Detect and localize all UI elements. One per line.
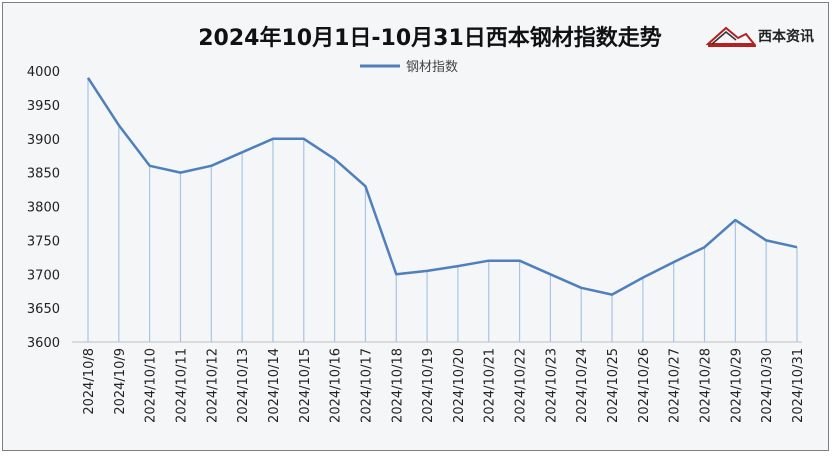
x-tick-label: 2024/10/14: [267, 348, 282, 423]
chart-frame: [2, 2, 829, 451]
xiben-logo: 西本资讯: [705, 22, 816, 50]
x-tick-label: 2024/10/10: [144, 348, 159, 423]
x-tick-label: 2024/10/21: [483, 348, 498, 423]
x-tick-label: 2024/10/18: [390, 348, 405, 423]
series-line-steel-index: [86, 77, 798, 296]
x-tick-label: 2024/10/12: [205, 348, 220, 423]
x-tick-label: 2024/10/19: [421, 348, 436, 423]
legend: 钢材指数: [360, 60, 458, 75]
x-tick-label: 2024/10/9: [113, 348, 128, 415]
x-tick-label: 2024/10/8: [82, 348, 97, 415]
x-axis-ticks: 2024/10/8 2024/10/9 2024/10/10 2024/10/11 20…: [82, 348, 806, 423]
logo-text: 西本资讯: [758, 28, 814, 45]
y-axis-ticks: 3600 3650 3700 3750 3800 3850 3900 3950 4000: [27, 65, 60, 351]
x-tick-label: 2024/10/28: [699, 348, 714, 423]
x-tick-label: 2024/10/13: [236, 348, 251, 423]
y-tick-label: 3800: [27, 201, 60, 216]
y-tick-label: 3900: [27, 133, 60, 148]
x-tick-label: 2024/10/20: [452, 348, 467, 423]
y-tick-label: 3650: [27, 302, 60, 317]
y-tick-label: 3850: [27, 167, 60, 182]
legend-label: 钢材指数: [406, 60, 458, 75]
x-tick-label: 2024/10/25: [606, 348, 621, 423]
x-tick-label: 2024/10/27: [668, 348, 683, 423]
chart-title: 2024年10月1日-10月31日西本钢材指数走势: [198, 26, 662, 51]
y-tick-label: 3950: [27, 99, 60, 114]
y-tick-label: 3600: [27, 336, 60, 351]
x-tick-label: 2024/10/17: [359, 348, 374, 423]
x-tick-label: 2024/10/24: [575, 348, 590, 423]
x-tick-label: 2024/10/11: [174, 348, 189, 423]
x-tick-label: 2024/10/30: [760, 348, 775, 423]
x-tick-label: 2024/10/29: [729, 348, 744, 423]
x-tick-label: 2024/10/31: [791, 348, 806, 423]
drop-lines: [87, 77, 798, 342]
x-tick-label: 2024/10/16: [329, 348, 344, 423]
y-tick-label: 3750: [27, 234, 60, 249]
x-tick-label: 2024/10/15: [298, 348, 313, 423]
x-tick-label: 2024/10/22: [514, 348, 529, 423]
x-tick-label: 2024/10/23: [544, 348, 559, 423]
y-tick-label: 4000: [27, 65, 60, 80]
y-tick-label: 3700: [27, 268, 60, 283]
x-tick-label: 2024/10/26: [637, 348, 652, 423]
